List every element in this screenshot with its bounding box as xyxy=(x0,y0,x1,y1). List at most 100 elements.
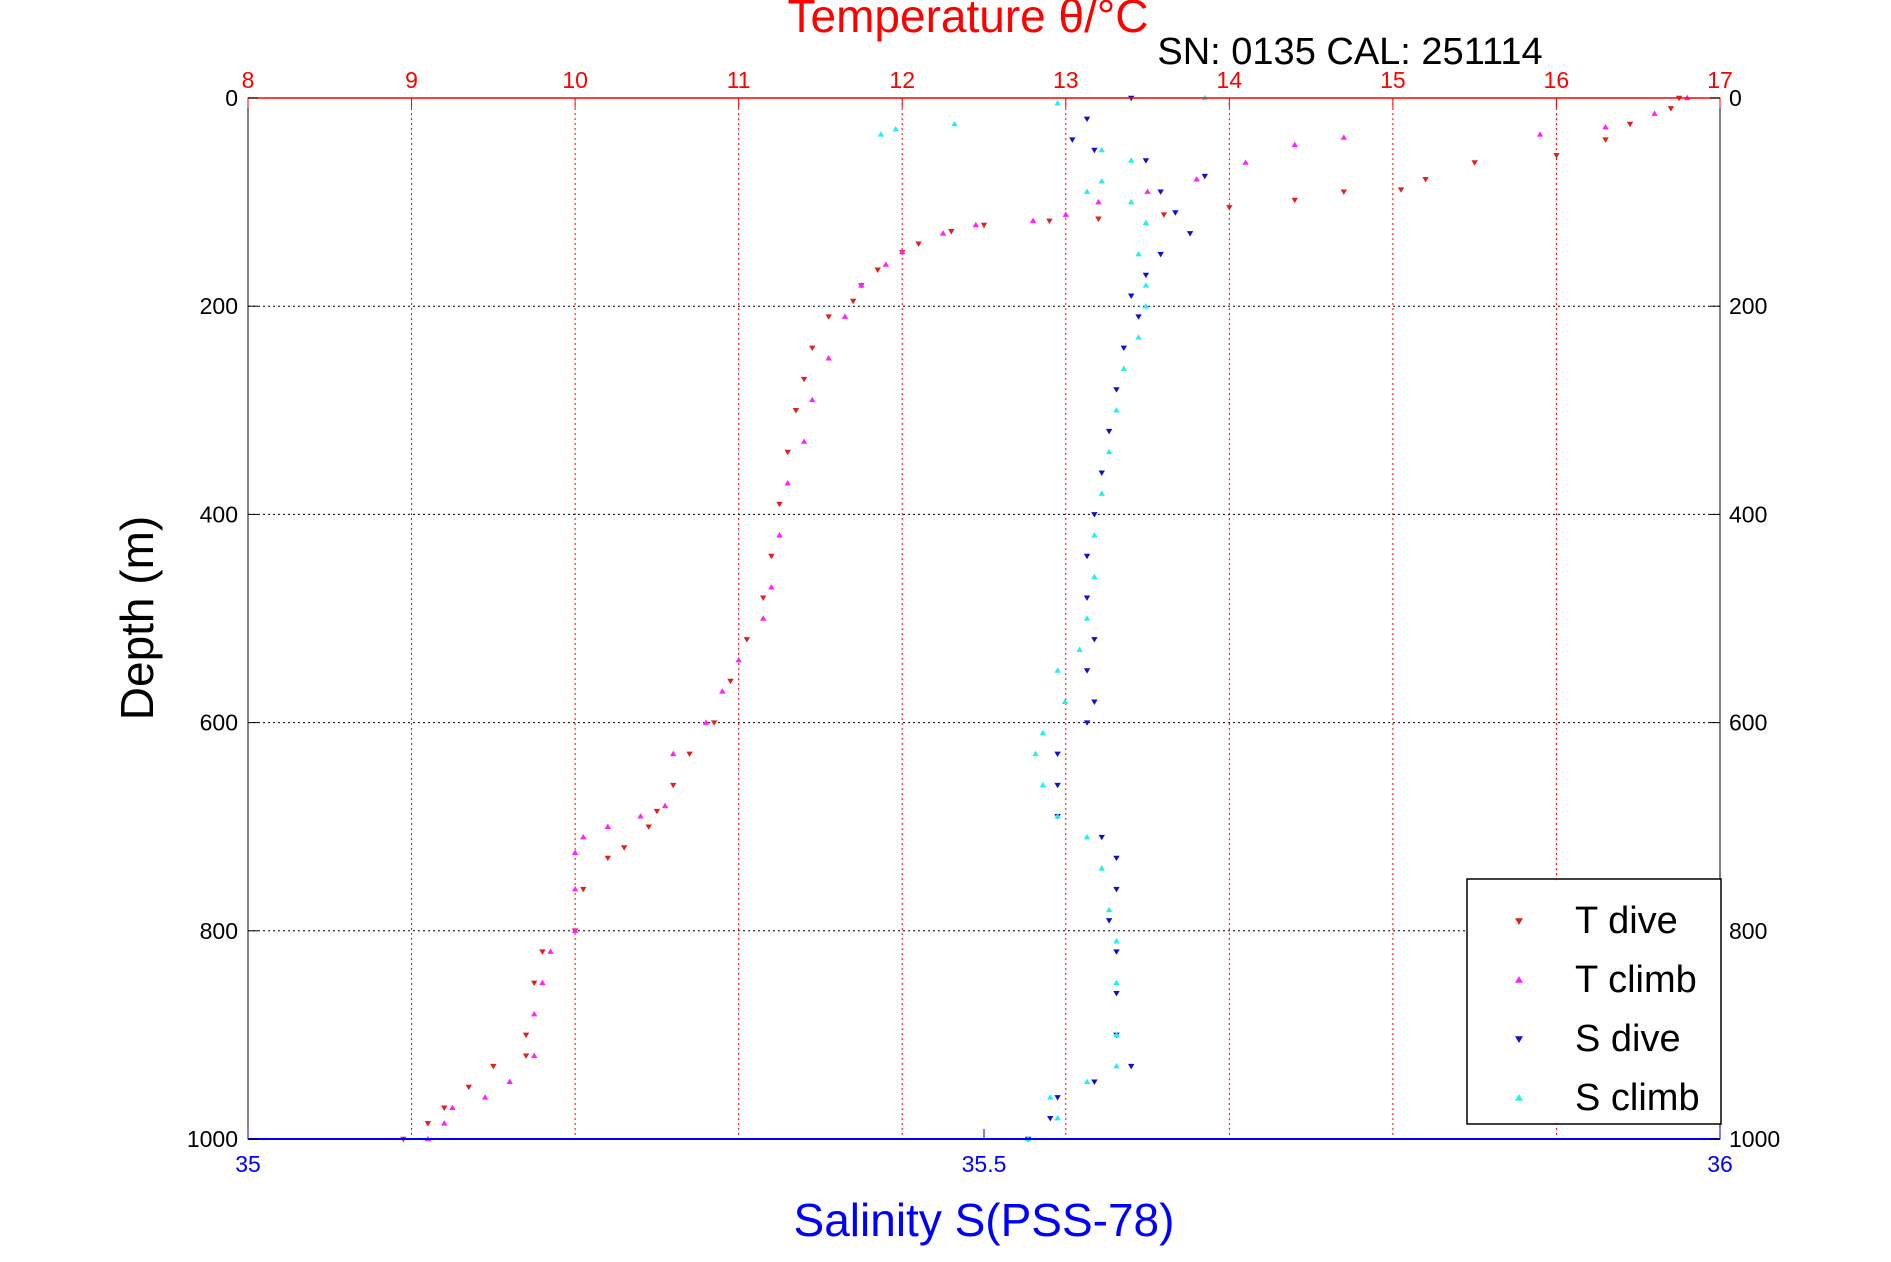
data-point xyxy=(1144,188,1151,194)
series-t-dive xyxy=(400,95,1683,1143)
data-point xyxy=(1054,813,1061,819)
data-point xyxy=(1135,250,1142,257)
data-point xyxy=(547,948,554,954)
data-point xyxy=(1083,553,1091,560)
data-point xyxy=(1113,407,1120,413)
data-point xyxy=(1340,189,1348,195)
data-point xyxy=(948,229,955,235)
data-point xyxy=(784,479,791,486)
tick-label-depth-right: 0 xyxy=(1729,85,1742,111)
data-point xyxy=(972,221,980,228)
data-point xyxy=(571,927,579,934)
data-point xyxy=(1113,855,1120,862)
grid xyxy=(248,98,1720,1139)
data-point xyxy=(939,230,947,236)
tick-label-salinity: 36 xyxy=(1707,1151,1733,1177)
data-point xyxy=(531,1052,538,1058)
data-point xyxy=(1098,178,1105,184)
data-point xyxy=(1083,116,1091,123)
legend-marker xyxy=(1515,1094,1523,1101)
data-point xyxy=(1113,979,1120,986)
data-point xyxy=(1553,153,1560,159)
data-point xyxy=(1091,637,1098,643)
tick-label-temperature: 10 xyxy=(562,67,588,93)
data-point xyxy=(506,1078,513,1084)
tick-label-temperature: 17 xyxy=(1707,67,1733,93)
data-point xyxy=(1128,157,1135,163)
data-point xyxy=(915,241,922,247)
data-point xyxy=(465,1084,472,1091)
data-point xyxy=(1651,110,1658,116)
data-point xyxy=(1113,886,1120,893)
data-point xyxy=(604,855,612,862)
data-point xyxy=(1157,189,1164,195)
data-point xyxy=(1054,751,1061,758)
series-s-climb xyxy=(877,94,1208,1142)
data-point xyxy=(1083,595,1091,601)
legend-label-s-climb: S climb xyxy=(1575,1077,1700,1119)
tick-label-temperature: 12 xyxy=(889,67,915,93)
data-point xyxy=(892,126,899,132)
data-point xyxy=(1039,781,1047,788)
legend-label-s-dive: S dive xyxy=(1575,1018,1681,1060)
data-point xyxy=(882,261,890,267)
data-point xyxy=(776,532,783,538)
tick-label-salinity: 35.5 xyxy=(962,1151,1007,1177)
data-point xyxy=(1471,160,1478,166)
x-axis-label-salinity: Salinity S(PSS-78) xyxy=(794,1194,1175,1246)
data-point xyxy=(1061,698,1069,705)
data-point xyxy=(1091,573,1098,580)
legend-label-t-climb: T climb xyxy=(1575,959,1697,1001)
data-point xyxy=(1113,949,1120,955)
data-point xyxy=(702,719,710,725)
data-point xyxy=(670,782,677,789)
tick-label-depth-left: 0 xyxy=(225,85,238,111)
tick-label-depth-right: 600 xyxy=(1729,710,1767,736)
data-point xyxy=(841,313,849,319)
data-point xyxy=(539,949,546,955)
data-point xyxy=(1054,667,1061,673)
data-point xyxy=(1135,334,1142,340)
data-point xyxy=(1291,141,1298,148)
data-point xyxy=(1098,490,1105,496)
data-point xyxy=(449,1104,456,1111)
chart-title: Temperature θ/°C xyxy=(788,0,1149,42)
data-point xyxy=(776,501,783,508)
legend-box xyxy=(1466,878,1722,1125)
tick-label-temperature: 16 xyxy=(1544,67,1570,93)
data-point xyxy=(809,396,816,403)
data-point xyxy=(719,688,726,694)
data-point xyxy=(580,886,587,893)
data-point xyxy=(1142,272,1150,279)
data-point xyxy=(539,979,546,986)
data-point xyxy=(1062,211,1069,217)
data-point xyxy=(1142,303,1150,309)
tick-label-depth-left: 1000 xyxy=(187,1126,238,1152)
data-point xyxy=(1172,210,1179,216)
tick-label-depth-left: 800 xyxy=(200,918,238,944)
data-point xyxy=(825,314,832,320)
data-point xyxy=(727,678,734,685)
data-point xyxy=(825,355,832,361)
chart-subtitle: SN: 0135 CAL: 251114 xyxy=(1157,31,1542,73)
data-point xyxy=(1422,176,1429,183)
data-point xyxy=(1186,231,1194,237)
data-point xyxy=(1083,188,1091,194)
data-point xyxy=(1157,251,1164,258)
legend-marker xyxy=(1515,918,1523,925)
data-point xyxy=(760,615,767,621)
data-point xyxy=(1626,121,1634,128)
data-point xyxy=(1113,1062,1120,1069)
data-point xyxy=(1105,918,1113,924)
data-point xyxy=(1095,198,1102,205)
data-point xyxy=(686,751,693,758)
tick-label-depth-right: 200 xyxy=(1729,293,1767,319)
data-point xyxy=(481,1094,489,1100)
data-point xyxy=(522,1032,530,1039)
data-point xyxy=(1098,834,1105,841)
data-point xyxy=(1667,106,1675,112)
data-point xyxy=(874,267,881,273)
data-point xyxy=(1083,668,1091,674)
data-point xyxy=(1120,345,1128,352)
